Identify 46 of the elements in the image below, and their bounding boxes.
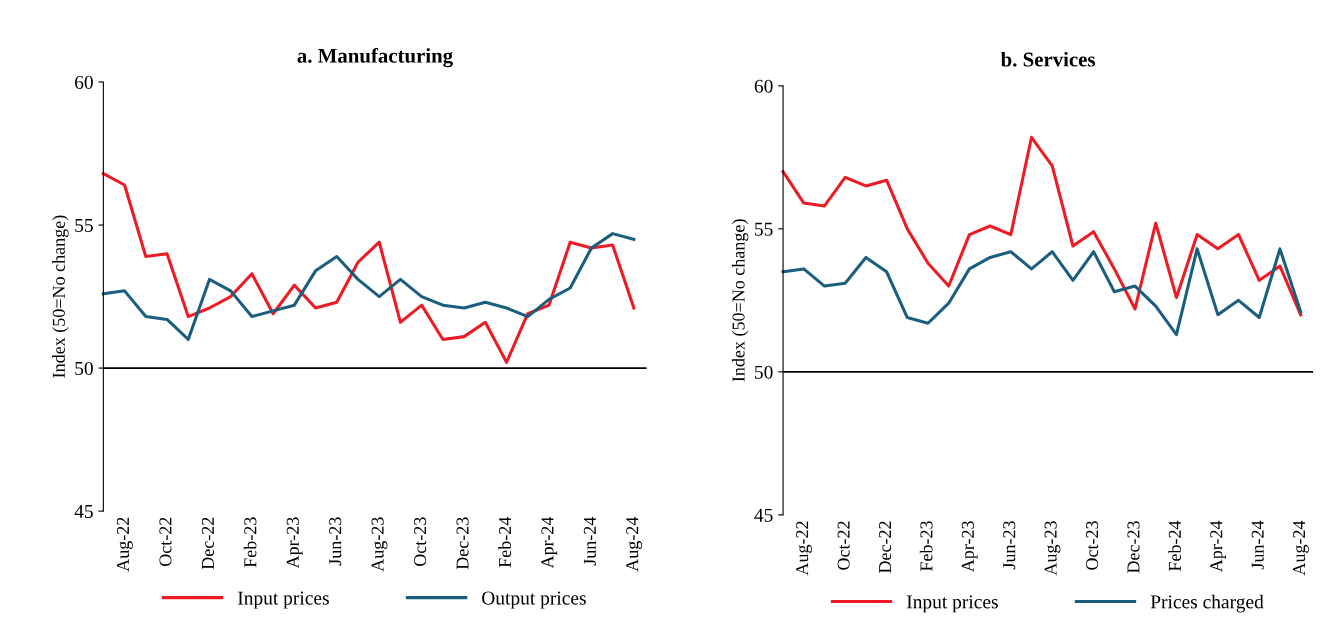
x-tick-label: Aug-22	[796, 521, 812, 576]
y-tick-label: 45	[74, 505, 93, 519]
y-axis-title: Index (50=No change)	[731, 219, 749, 382]
x-tick-label: Dec-23	[1127, 521, 1140, 574]
x-tick-label: Oct-23	[1086, 521, 1099, 570]
y-tick-label: 55	[75, 219, 93, 232]
x-tick-label: Apr-23	[961, 521, 978, 573]
x-tick-label: Aug-24	[626, 516, 643, 572]
x-tick-label: Aug-23	[371, 517, 388, 572]
x-tick-label: Aug-24	[1292, 520, 1309, 576]
chart-title: b. Services	[1000, 51, 1096, 67]
x-tick-label: Feb-24	[1168, 520, 1181, 572]
chart-title: a. Manufacturing	[297, 47, 453, 68]
x-tick-label: Dec-23	[456, 517, 469, 570]
legend-label: Input prices	[906, 595, 998, 613]
y-axis-title: Index (50=No change)	[52, 215, 69, 378]
y-tick-label: 60	[754, 79, 773, 93]
x-tick-label: Feb-24	[498, 516, 512, 568]
y-tick-label: 45	[754, 508, 773, 522]
x-tick-label: Feb-23	[919, 521, 933, 572]
x-tick-label: Oct-22	[837, 521, 850, 570]
legend-label: Input prices	[237, 591, 329, 609]
x-tick-label: Feb-23	[243, 517, 257, 568]
x-tick-label: Jun-23	[329, 517, 342, 566]
x-tick-label: Oct-22	[159, 517, 172, 567]
x-tick-label: Apr-24	[541, 516, 558, 569]
x-tick-label: Dec-22	[878, 521, 892, 574]
legend-label: Prices charged	[1150, 594, 1264, 613]
y-tick-label: 55	[755, 222, 773, 236]
x-tick-label: Jun-24	[583, 516, 596, 566]
y-tick-label: 60	[75, 75, 93, 89]
x-tick-label: Apr-23	[286, 517, 303, 569]
line-series	[101, 172, 636, 364]
line-series	[781, 135, 1303, 317]
legend-label: Output prices	[482, 591, 586, 609]
x-tick-label: Jun-24	[1251, 520, 1264, 570]
line-series	[101, 232, 636, 342]
y-tick-label: 50	[75, 361, 93, 376]
y-tick-label: 50	[755, 365, 773, 379]
x-tick-label: Apr-24	[1210, 520, 1227, 573]
x-tick-label: Jun-23	[1003, 521, 1016, 570]
line-series	[781, 247, 1303, 337]
x-tick-label: Oct-23	[414, 517, 427, 567]
x-tick-label: Aug-23	[1044, 521, 1061, 576]
x-tick-label: Aug-22	[116, 517, 133, 572]
x-tick-label: Dec-22	[201, 517, 214, 570]
